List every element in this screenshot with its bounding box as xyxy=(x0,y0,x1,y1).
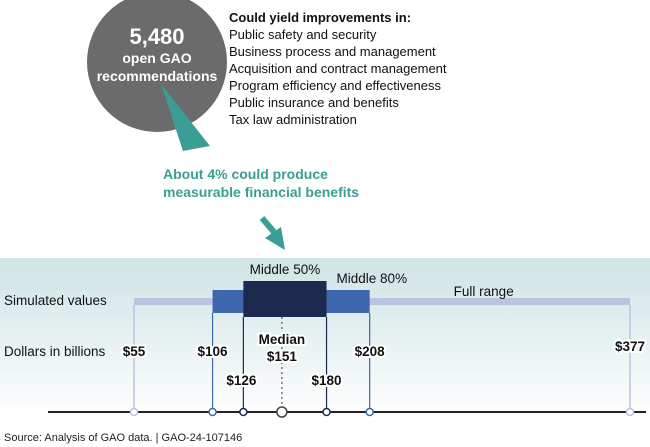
value-p25: $126 xyxy=(226,373,257,388)
pie-line-recommendations: recommendations xyxy=(97,68,218,84)
recommendations-pie: 5,480 open GAO recommendations xyxy=(87,0,227,151)
value-p10: $106 xyxy=(198,344,229,359)
improvement-item: Tax law administration xyxy=(229,112,357,127)
row-label-dollars: Dollars in billions xyxy=(4,344,106,359)
pie-wedge-four-percent xyxy=(161,84,210,151)
improvement-item: Business process and management xyxy=(229,44,436,59)
pie-line-open-gao: open GAO xyxy=(122,50,191,66)
marker-p90 xyxy=(365,407,374,417)
improvement-item: Acquisition and contract management xyxy=(229,61,447,76)
median-word: Median xyxy=(259,332,306,347)
callout-line-1: About 4% could produce xyxy=(163,166,328,182)
source-note: Source: Analysis of GAO data. | GAO-24-1… xyxy=(4,432,242,444)
value-p90: $208 xyxy=(355,344,386,359)
label-middle-50: Middle 50% xyxy=(250,262,321,277)
marker-min xyxy=(129,407,139,417)
row-label-simulated: Simulated values xyxy=(4,293,107,308)
improvement-item: Public safety and security xyxy=(229,27,377,42)
label-middle-80: Middle 80% xyxy=(337,271,408,286)
callout: About 4% could produce measurable financ… xyxy=(163,166,359,250)
value-p75: $180 xyxy=(312,373,342,388)
label-full-range: Full range xyxy=(454,284,514,299)
improvements-heading: Could yield improvements in: xyxy=(229,10,411,25)
bar-full-range xyxy=(134,298,630,305)
marker-max xyxy=(625,407,635,417)
range-chart: Simulated values Dollars in billions Mid… xyxy=(0,258,650,418)
value-min: $55 xyxy=(123,344,146,359)
improvements-list: Could yield improvements in: Public safe… xyxy=(229,10,447,127)
down-arrow-icon xyxy=(259,216,285,250)
marker-p75 xyxy=(322,407,331,417)
value-max: $377 xyxy=(615,339,645,354)
marker-p25 xyxy=(239,407,248,417)
marker-median xyxy=(276,406,288,418)
bar-middle-50 xyxy=(243,281,327,317)
pie-circle xyxy=(87,0,227,132)
improvement-item: Public insurance and benefits xyxy=(229,95,399,110)
value-median: $151 xyxy=(267,349,298,364)
callout-line-2: measurable financial benefits xyxy=(163,184,359,200)
marker-p10 xyxy=(208,407,217,417)
improvement-item: Program efficiency and effectiveness xyxy=(229,78,441,93)
pie-number: 5,480 xyxy=(129,24,184,49)
